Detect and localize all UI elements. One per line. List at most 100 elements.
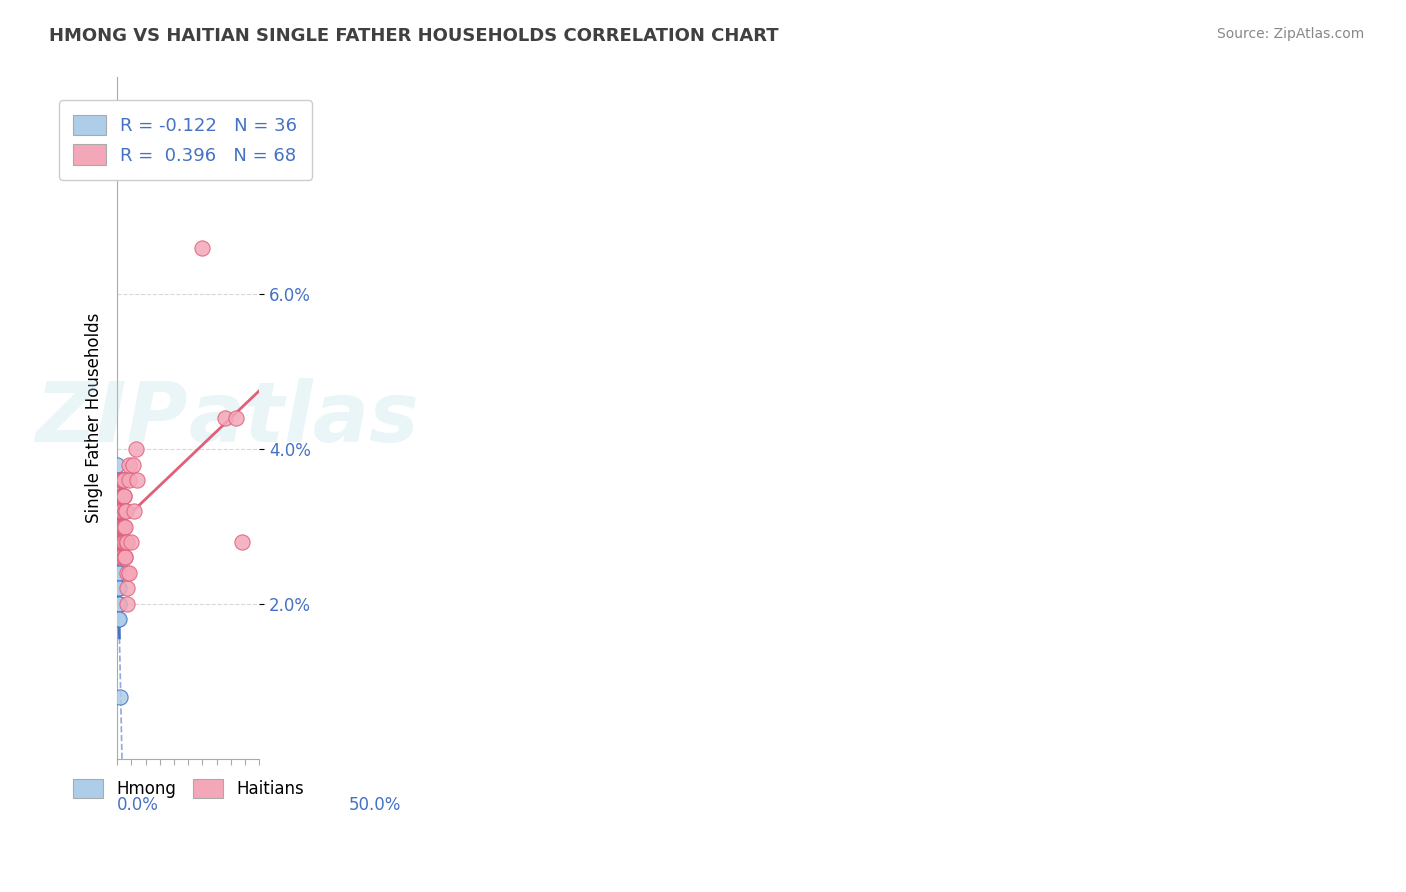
Point — [108, 489, 131, 503]
Point — [110, 504, 132, 518]
Point — [120, 535, 142, 549]
Point — [111, 489, 134, 503]
Point — [107, 597, 129, 611]
Point — [115, 566, 138, 580]
Point — [108, 535, 131, 549]
Point — [107, 519, 129, 533]
Point — [110, 535, 132, 549]
Point — [105, 550, 128, 565]
Point — [118, 458, 141, 472]
Point — [107, 504, 129, 518]
Point — [105, 535, 128, 549]
Point — [108, 519, 131, 533]
Point — [112, 519, 135, 533]
Text: atlas: atlas — [188, 377, 419, 458]
Point — [108, 690, 131, 704]
Point — [107, 550, 129, 565]
Point — [107, 582, 129, 596]
Point — [114, 504, 136, 518]
Point — [111, 473, 134, 487]
Point — [105, 458, 128, 472]
Point — [107, 566, 129, 580]
Point — [112, 519, 135, 533]
Point — [114, 550, 136, 565]
Point — [110, 504, 132, 518]
Point — [107, 582, 129, 596]
Point — [110, 535, 132, 549]
Point — [107, 550, 129, 565]
Point — [107, 582, 129, 596]
Point — [107, 519, 129, 533]
Point — [112, 519, 135, 533]
Point — [108, 504, 131, 518]
Text: 50.0%: 50.0% — [349, 797, 401, 814]
Text: HMONG VS HAITIAN SINGLE FATHER HOUSEHOLDS CORRELATION CHART: HMONG VS HAITIAN SINGLE FATHER HOUSEHOLD… — [49, 27, 779, 45]
Point — [125, 473, 148, 487]
Point — [107, 582, 129, 596]
Point — [107, 612, 129, 626]
Point — [111, 504, 134, 518]
Point — [115, 582, 138, 596]
Point — [191, 241, 214, 255]
Point — [110, 473, 132, 487]
Point — [124, 442, 146, 456]
Point — [108, 597, 131, 611]
Point — [112, 535, 135, 549]
Point — [107, 481, 129, 495]
Y-axis label: Single Father Households: Single Father Households — [86, 313, 103, 524]
Point — [111, 519, 134, 533]
Point — [110, 473, 132, 487]
Point — [111, 535, 134, 549]
Point — [110, 519, 132, 533]
Legend: Hmong, Haitians: Hmong, Haitians — [66, 772, 311, 805]
Point — [108, 612, 131, 626]
Text: 0.0%: 0.0% — [117, 797, 159, 814]
Point — [105, 473, 128, 487]
Point — [114, 535, 136, 549]
Point — [114, 519, 136, 533]
Point — [111, 473, 134, 487]
Point — [117, 566, 139, 580]
Point — [114, 504, 136, 518]
Point — [105, 566, 128, 580]
Text: Source: ZipAtlas.com: Source: ZipAtlas.com — [1216, 27, 1364, 41]
Point — [114, 504, 136, 518]
Point — [108, 519, 131, 533]
Point — [112, 519, 135, 533]
Point — [107, 566, 129, 580]
Point — [107, 535, 129, 549]
Point — [110, 519, 132, 533]
Point — [111, 519, 134, 533]
Point — [110, 489, 132, 503]
Point — [111, 489, 134, 503]
Point — [107, 535, 129, 549]
Point — [108, 550, 131, 565]
Point — [115, 597, 138, 611]
Point — [111, 504, 134, 518]
Point — [107, 535, 129, 549]
Point — [107, 566, 129, 580]
Point — [111, 473, 134, 487]
Point — [112, 550, 135, 565]
Point — [105, 489, 128, 503]
Point — [107, 550, 129, 565]
Point — [117, 473, 139, 487]
Point — [121, 458, 143, 472]
Point — [225, 411, 247, 425]
Point — [112, 535, 135, 549]
Point — [108, 519, 131, 533]
Point — [115, 535, 138, 549]
Point — [107, 550, 129, 565]
Point — [108, 550, 131, 565]
Point — [105, 519, 128, 533]
Point — [110, 489, 132, 503]
Text: ZIP: ZIP — [35, 377, 188, 458]
Point — [112, 489, 135, 503]
Point — [111, 535, 134, 549]
Point — [112, 473, 135, 487]
Point — [107, 535, 129, 549]
Point — [107, 582, 129, 596]
Point — [107, 566, 129, 580]
Point — [112, 489, 135, 503]
Point — [231, 535, 253, 549]
